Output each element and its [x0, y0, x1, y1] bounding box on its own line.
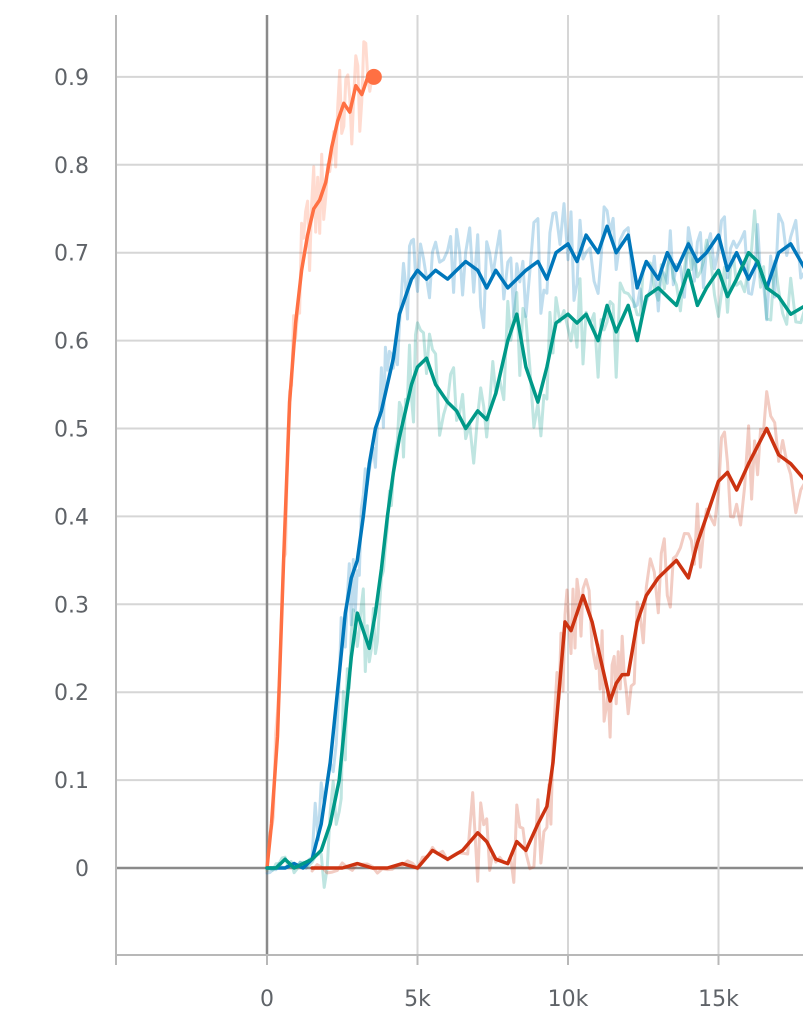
x-tick-label: 10k — [548, 987, 589, 1012]
y-tick-label: 0 — [75, 857, 89, 882]
y-tick-label: 0.4 — [54, 505, 89, 530]
end-markers — [365, 68, 382, 85]
y-tick-label: 0.9 — [54, 66, 89, 91]
raw-series-lines — [265, 40, 803, 889]
x-tick-label: 0 — [260, 987, 274, 1012]
series-line — [310, 426, 803, 870]
y-tick-label: 0.3 — [54, 593, 89, 618]
series-end-point — [365, 68, 382, 85]
x-tick-label: 5k — [404, 987, 431, 1012]
series-line — [265, 75, 376, 870]
y-tick-label: 0.1 — [54, 769, 89, 794]
y-tick-label: 0.6 — [54, 330, 89, 355]
y-tick-label: 0.7 — [54, 242, 89, 267]
y-tick-label: 0.5 — [54, 418, 89, 443]
grid-lines — [116, 15, 803, 955]
y-tick-labels: 0 0.1 0.2 0.3 0.4 0.5 0.6 0.7 0.8 0.9 — [54, 66, 89, 882]
series-raw-line — [265, 40, 376, 873]
series-raw-line — [265, 209, 803, 889]
axis-frame — [115, 15, 803, 965]
series-raw-line — [310, 390, 803, 884]
x-tick-labels: 0 5k 10k 15k — [260, 987, 739, 1012]
y-tick-label: 0.8 — [54, 154, 89, 179]
series-line — [265, 250, 803, 870]
y-tick-label: 0.2 — [54, 681, 89, 706]
series-line — [265, 224, 803, 870]
x-tick-label: 15k — [698, 987, 739, 1012]
smoothed-series-lines — [265, 75, 803, 870]
series-raw-line — [265, 202, 803, 875]
